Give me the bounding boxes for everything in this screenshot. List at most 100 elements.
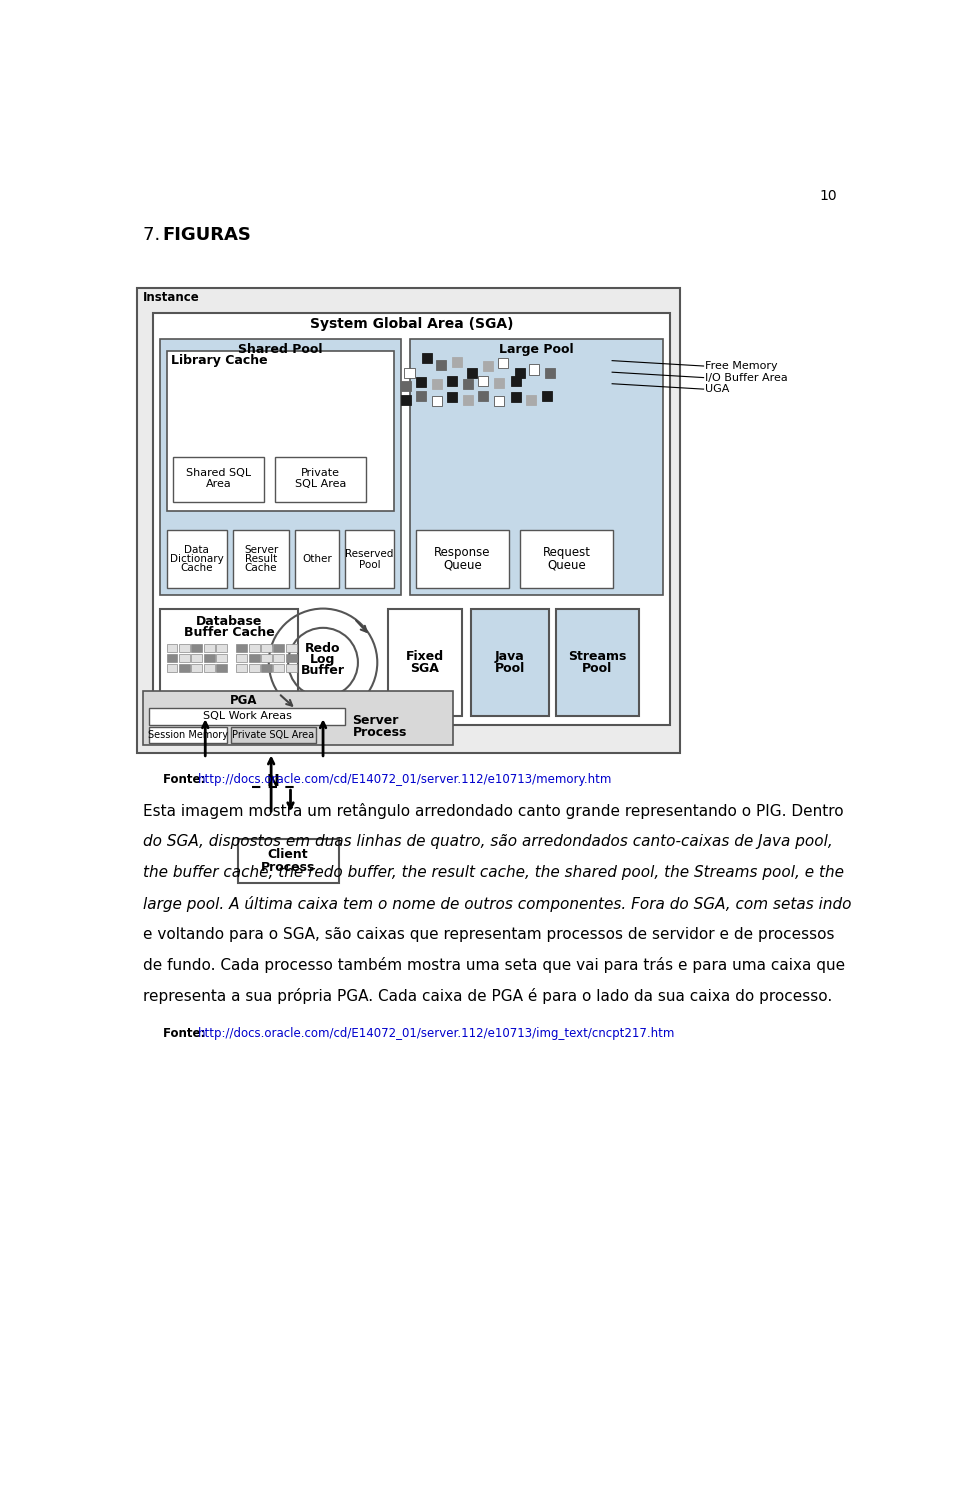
Bar: [511, 376, 520, 386]
Bar: [230, 692, 241, 701]
Bar: [204, 655, 214, 662]
Bar: [166, 655, 178, 662]
Text: SQL Work Areas: SQL Work Areas: [203, 711, 292, 722]
Text: Server: Server: [244, 544, 278, 555]
Bar: [463, 379, 472, 389]
Text: I/O Buffer Area: I/O Buffer Area: [706, 373, 788, 383]
Text: 7.: 7.: [143, 227, 166, 245]
Bar: [218, 692, 228, 701]
Bar: [193, 692, 204, 701]
Text: SGA: SGA: [410, 662, 439, 675]
Bar: [150, 728, 227, 743]
Bar: [478, 392, 488, 401]
Bar: [218, 702, 228, 711]
Bar: [153, 313, 670, 725]
Bar: [286, 663, 297, 672]
Text: Reserved: Reserved: [346, 549, 394, 559]
Bar: [422, 353, 432, 362]
Text: Area: Area: [205, 479, 231, 489]
Text: Request: Request: [542, 546, 590, 559]
Bar: [493, 397, 504, 406]
Text: Pool: Pool: [494, 662, 525, 675]
Text: Large Pool: Large Pool: [499, 343, 573, 356]
Text: Java: Java: [495, 650, 525, 663]
Text: de fundo. Cada processo também mostra uma seta que vai para trás e para uma caix: de fundo. Cada processo também mostra um…: [143, 957, 846, 974]
Bar: [300, 702, 311, 711]
Bar: [274, 644, 284, 653]
Text: Fonte:: Fonte:: [162, 772, 209, 786]
Text: Client: Client: [268, 848, 308, 862]
Bar: [261, 644, 272, 653]
Bar: [216, 663, 227, 672]
Bar: [179, 655, 190, 662]
Bar: [416, 377, 426, 386]
Bar: [263, 692, 274, 701]
Bar: [205, 702, 216, 711]
Text: Session Memory: Session Memory: [148, 731, 228, 740]
Text: Pool: Pool: [359, 561, 380, 570]
Bar: [436, 359, 446, 370]
Text: N: N: [266, 774, 279, 789]
Bar: [557, 608, 639, 716]
Bar: [274, 655, 284, 662]
Bar: [526, 395, 537, 404]
Bar: [166, 644, 178, 653]
Bar: [400, 395, 411, 404]
Bar: [493, 379, 504, 388]
Bar: [529, 364, 540, 374]
Bar: [160, 338, 400, 595]
Bar: [179, 644, 190, 653]
Bar: [238, 839, 339, 884]
Bar: [251, 702, 261, 711]
Bar: [478, 376, 488, 386]
Text: Dictionary: Dictionary: [170, 555, 224, 564]
Bar: [205, 692, 216, 701]
Text: Buffer: Buffer: [301, 663, 345, 677]
Bar: [498, 358, 508, 368]
Text: PGA: PGA: [230, 693, 257, 707]
Text: Buffer Cache: Buffer Cache: [184, 626, 275, 638]
Bar: [180, 702, 191, 711]
Bar: [452, 356, 462, 367]
Bar: [275, 702, 286, 711]
Bar: [520, 529, 612, 587]
Bar: [191, 655, 203, 662]
Text: Result: Result: [245, 555, 277, 564]
Bar: [236, 655, 247, 662]
Bar: [233, 529, 289, 587]
Text: Streams: Streams: [568, 650, 627, 663]
Bar: [447, 376, 457, 386]
Text: Free Memory: Free Memory: [706, 361, 778, 371]
Bar: [286, 655, 297, 662]
Bar: [300, 692, 311, 701]
Bar: [404, 368, 415, 377]
Bar: [249, 663, 259, 672]
Text: Private SQL Area: Private SQL Area: [232, 731, 315, 740]
Bar: [191, 644, 203, 653]
Text: http://docs.oracle.com/cd/E14072_01/server.112/e10713/memory.htm: http://docs.oracle.com/cd/E14072_01/serv…: [198, 772, 612, 786]
Bar: [204, 663, 214, 672]
Text: 10: 10: [819, 189, 837, 203]
Text: Queue: Queue: [444, 559, 482, 571]
Text: Redo: Redo: [305, 643, 341, 655]
Bar: [388, 608, 462, 716]
Bar: [511, 392, 520, 403]
Bar: [416, 392, 426, 401]
Text: Cache: Cache: [180, 564, 213, 573]
Text: UGA: UGA: [706, 385, 730, 394]
Bar: [193, 702, 204, 711]
Bar: [230, 728, 316, 743]
Bar: [249, 644, 259, 653]
Bar: [150, 708, 345, 725]
Text: System Global Area (SGA): System Global Area (SGA): [310, 316, 514, 331]
Bar: [468, 368, 477, 377]
Bar: [400, 382, 411, 392]
Text: Database: Database: [196, 614, 262, 628]
Bar: [261, 663, 272, 672]
Text: Process: Process: [261, 860, 316, 874]
Bar: [416, 529, 509, 587]
Text: e voltando para o SGA, são caixas que representam processos de servidor e de pro: e voltando para o SGA, são caixas que re…: [143, 926, 835, 942]
Text: Shared Pool: Shared Pool: [238, 343, 323, 356]
Bar: [471, 608, 548, 716]
Bar: [137, 288, 680, 753]
